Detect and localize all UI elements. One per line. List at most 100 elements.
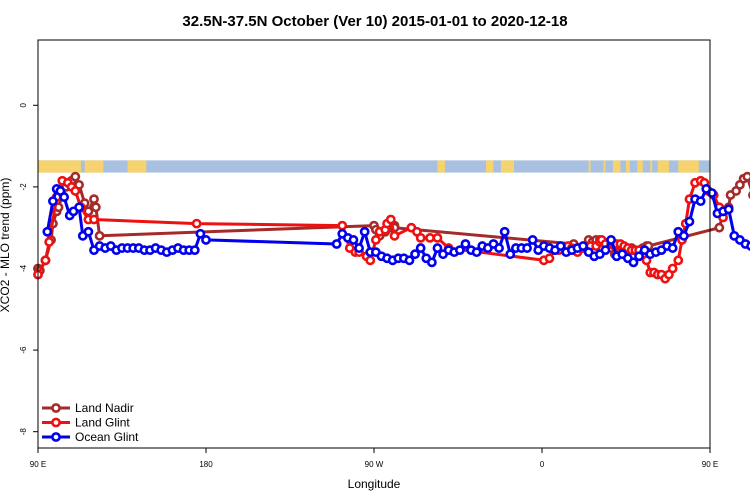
land-segment	[612, 160, 621, 173]
land-segment	[38, 160, 81, 173]
x-tick-label: 90 E	[702, 460, 718, 469]
y-tick-label: -6	[19, 346, 28, 354]
land-segment	[626, 160, 630, 173]
ocean-glint-point	[578, 241, 588, 251]
ocean-glint-point	[505, 249, 516, 260]
land-segment	[486, 160, 494, 173]
land-glint-point	[544, 253, 555, 264]
land-nadir-point	[70, 171, 81, 182]
ocean-glint-point	[195, 228, 206, 239]
ocean-glint-point	[606, 235, 616, 245]
ocean-glint-point	[331, 239, 342, 249]
ocean-glint-point	[634, 251, 644, 262]
land-segment	[657, 160, 669, 173]
land-nadir-point	[742, 171, 750, 182]
y-tick-label: -8	[19, 428, 28, 436]
land-segment	[437, 160, 445, 173]
ocean-glint-point	[410, 249, 420, 260]
land-nadir-point	[90, 202, 101, 213]
land-segment	[84, 160, 104, 173]
ocean-glint-point	[48, 196, 58, 207]
y-tick-label: -4	[19, 264, 28, 272]
land-nadir-point	[94, 230, 105, 241]
ocean-glint-point	[404, 255, 415, 266]
ocean-glint-point	[522, 243, 532, 253]
land-nadir-point	[714, 222, 725, 233]
legend-item-ocean-glint: Ocean Glint	[42, 430, 139, 444]
y-tick-label: 0	[19, 103, 28, 108]
ocean-glint-point	[600, 245, 611, 256]
ocean-glint-point	[83, 226, 94, 237]
land-glint-point	[385, 214, 396, 225]
land-segment	[127, 160, 147, 173]
ocean-glint-point	[684, 216, 695, 227]
legend-item-land-nadir: Land Nadir	[42, 401, 134, 415]
series-layer	[33, 171, 750, 284]
land-glint-point	[673, 255, 684, 266]
ocean-glint-point	[189, 245, 200, 256]
ocean-glint-point	[74, 202, 84, 213]
land-glint-point	[44, 237, 55, 247]
ocean-glint-point	[527, 235, 538, 245]
ocean-glint-point	[628, 257, 639, 268]
x-tick-label: 180	[199, 460, 213, 469]
legend-swatch-marker	[51, 403, 61, 413]
ocean-glint-point	[432, 243, 443, 253]
legend-swatch-marker	[51, 417, 61, 428]
land-glint-point	[415, 232, 426, 243]
ocean-strip	[38, 160, 710, 173]
ocean-glint-point	[746, 241, 750, 251]
series-land-glint	[33, 175, 728, 284]
ocean-glint-point	[706, 188, 717, 198]
ocean-glint-point	[348, 235, 359, 245]
x-tick-label: 90 E	[30, 460, 46, 469]
x-tick-label: 90 W	[365, 460, 384, 469]
x-tick-label: 0	[540, 460, 545, 469]
y-axis-title: XCO2 - MLO trend (ppm)	[0, 178, 12, 313]
legend-label: Ocean Glint	[75, 430, 139, 444]
land-glint-point	[425, 232, 435, 243]
legend-label: Land Glint	[75, 416, 130, 430]
land-glint-point	[365, 255, 376, 266]
ocean-glint-point	[359, 226, 370, 237]
land-segment	[603, 160, 606, 173]
ocean-glint-point	[59, 192, 70, 202]
y-tick-label: -2	[19, 183, 28, 191]
legend-swatch-marker	[51, 432, 61, 442]
ocean-glint-point	[667, 243, 678, 253]
ocean-glint-point	[555, 241, 566, 251]
ocean-glint-point	[494, 243, 504, 253]
land-glint-point	[40, 255, 51, 266]
land-nadir-point	[89, 194, 99, 205]
plot-frame	[37, 39, 711, 449]
land-glint-point	[667, 263, 678, 274]
land-segment	[637, 160, 643, 173]
legend-label: Land Nadir	[75, 401, 134, 415]
land-ocean-strip	[38, 160, 710, 173]
land-glint-point	[70, 186, 81, 196]
land-segment	[588, 160, 591, 173]
ocean-glint-point	[201, 235, 211, 245]
chart-title-group: 32.5N-37.5N October (Ver 10) 2015-01-01 …	[182, 13, 567, 30]
ocean-glint-point	[426, 257, 437, 268]
ocean-glint-point	[42, 226, 53, 237]
ocean-glint-point	[415, 243, 426, 253]
land-glint-point	[337, 220, 348, 231]
x-axis-title: Longitude	[348, 477, 401, 491]
land-segment	[500, 160, 514, 173]
ocean-glint-point	[460, 239, 471, 249]
ocean-glint-point	[499, 226, 510, 237]
ocean-glint-point	[695, 196, 706, 207]
ocean-glint-point	[678, 230, 689, 241]
chart-title: 32.5N-37.5N October (Ver 10) 2015-01-01 …	[182, 13, 567, 30]
ocean-glint-point	[454, 245, 465, 256]
land-glint-point	[432, 232, 443, 243]
ocean-glint-point	[471, 247, 482, 258]
land-glint-point	[389, 230, 400, 241]
legend-item-land-glint: Land Glint	[42, 416, 130, 430]
land-segment	[650, 160, 653, 173]
land-segment	[678, 160, 699, 173]
land-glint-point	[89, 214, 99, 225]
land-glint-point	[370, 235, 381, 245]
